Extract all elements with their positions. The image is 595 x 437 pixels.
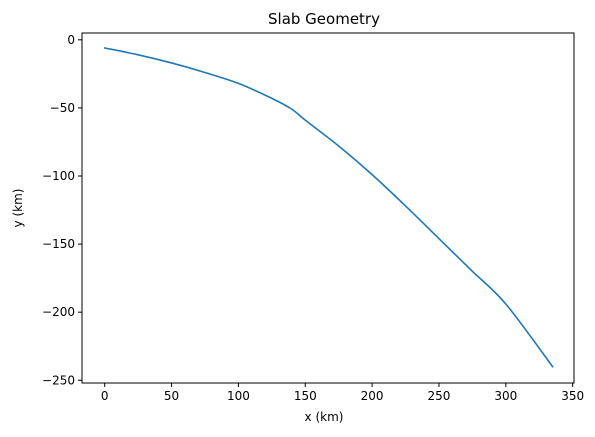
x-tick-label: 0 (101, 389, 109, 403)
series-line-0 (103, 47, 554, 368)
y-tick-label: 0 (67, 33, 75, 47)
x-axis-label: x (km) (305, 410, 344, 424)
y-axis-label: y (km) (11, 189, 25, 228)
x-axis-ticks: 0 50 100 150 200 250 300 350 (101, 383, 584, 403)
plot-frame (81, 32, 575, 384)
chart-title: Slab Geometry (268, 10, 380, 28)
x-tick-label: 350 (561, 389, 584, 403)
y-tick-label: −50 (50, 101, 75, 115)
x-tick-label: 200 (361, 389, 384, 403)
x-tick-label: 100 (227, 389, 250, 403)
x-tick-label: 50 (164, 389, 179, 403)
y-axis-ticks: 0 −50 −100 −150 −200 −250 (42, 33, 82, 387)
x-tick-label: 300 (494, 389, 517, 403)
x-tick-label: 150 (294, 389, 317, 403)
series-layer (103, 47, 554, 368)
y-tick-label: −200 (42, 305, 75, 319)
x-tick-label: 250 (428, 389, 451, 403)
y-tick-label: −250 (42, 373, 75, 387)
y-tick-label: −100 (42, 169, 75, 183)
y-tick-label: −150 (42, 237, 75, 251)
